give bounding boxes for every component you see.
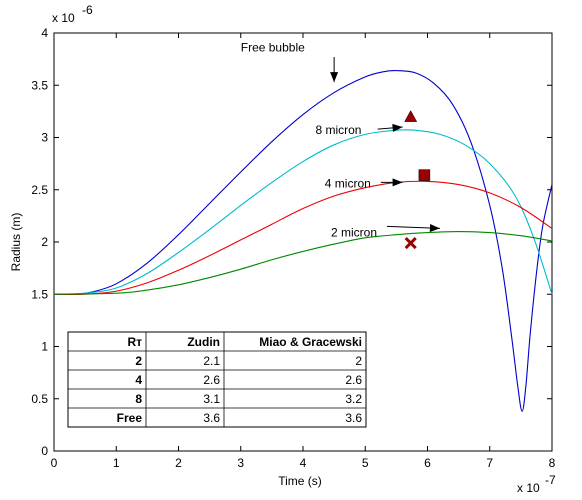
annotation-label-3: 2 micron: [331, 226, 377, 240]
x-tick-label: 4: [300, 456, 307, 470]
table-cell: 2.6: [345, 373, 362, 387]
marker-cross: [404, 236, 417, 250]
table-header-cell: Zudin: [187, 335, 220, 349]
table-cell: Free: [117, 411, 143, 425]
annotation-arrow-head-3: [429, 224, 440, 232]
y-tick-label: 1: [41, 340, 48, 354]
data-markers: [404, 110, 431, 250]
y-axis-exponent: -6: [82, 3, 93, 17]
x-tick-label: 0: [51, 456, 58, 470]
comparison-table: Rт Zudin Miao & Gracewski 2 2.1 2 4 2.6 2.6 8 3.1 3…: [67, 331, 367, 428]
annotation-label-2: 4 micron: [325, 176, 371, 190]
table-frame: [67, 331, 367, 428]
x-tick-label: 8: [549, 456, 556, 470]
annotation-label-1: 8 micron: [315, 123, 361, 137]
y-tick-label: 3: [41, 131, 48, 145]
x-tick-label: 3: [237, 456, 244, 470]
series-line-1: [53, 129, 553, 295]
x-tick-label: 2: [175, 456, 182, 470]
annotations: Free bubble 8 micron 4 micron 2 micron: [241, 41, 440, 240]
x-tick-label: 5: [362, 456, 369, 470]
table-cell: 2.6: [203, 373, 220, 387]
table-header-cell: Rт: [127, 335, 142, 349]
marker-square: [418, 169, 431, 181]
series-lines: [53, 70, 553, 412]
table-cell: 3.6: [203, 411, 220, 425]
y-axis-multiplier: x 10: [52, 11, 75, 25]
y-tick-label: 2: [41, 235, 48, 249]
table-cell: 2: [355, 354, 362, 368]
y-tick-label: 1.5: [31, 287, 48, 301]
y-tick-label: 4: [41, 26, 48, 40]
table-cell: 4: [135, 373, 142, 387]
table-cell: 2: [135, 354, 142, 368]
x-tick-label: 6: [424, 456, 431, 470]
annotation-arrow-head-0: [330, 72, 339, 83]
table-cell: 8: [135, 392, 142, 406]
y-tick-label: 3.5: [31, 78, 48, 92]
y-tick-label: 0: [41, 444, 48, 458]
table-cell: 3.1: [203, 392, 220, 406]
x-axis-exponent: -7: [545, 473, 556, 487]
y-tick-label: 0.5: [31, 392, 48, 406]
series-line-3: [53, 230, 553, 295]
annotation-arrow-head-2: [392, 178, 403, 187]
table-cell: 2.1: [203, 354, 220, 368]
y-tick-label: 2.5: [31, 183, 48, 197]
x-axis-title: Time (s): [278, 474, 322, 488]
marker-triangle: [404, 110, 418, 122]
axis-ticks: 0 1 2 3 4 5 6 7 8 0 0.5 1 1.5 2 2.5 3 3.5 4: [31, 26, 555, 470]
table-cell: 3.6: [345, 411, 362, 425]
series-line-0: [53, 70, 553, 412]
table-cell: 3.2: [345, 392, 362, 406]
x-axis-multiplier: x 10: [517, 481, 540, 495]
y-axis-title: Radius (m): [9, 213, 23, 272]
annotation-label-0: Free bubble: [241, 41, 305, 55]
x-tick-label: 7: [486, 456, 493, 470]
annotation-arrow-head-1: [392, 123, 403, 132]
table-header-cell: Miao & Gracewski: [259, 335, 362, 349]
series-line-2: [53, 180, 553, 296]
x-tick-label: 1: [113, 456, 120, 470]
